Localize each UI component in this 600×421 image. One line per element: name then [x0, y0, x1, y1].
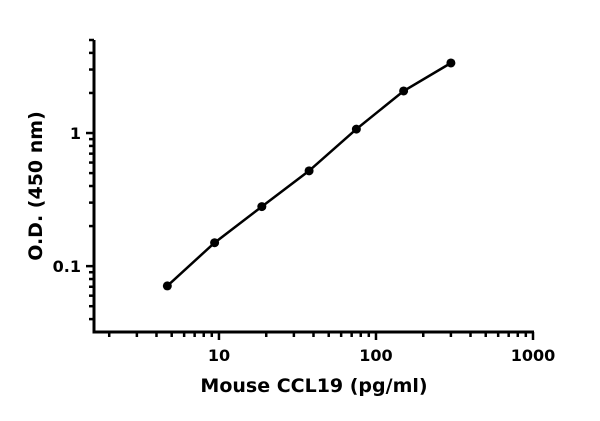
x-tick-label: 10: [208, 346, 230, 365]
axes: [86, 38, 535, 340]
data-point: [162, 281, 172, 291]
data-point: [210, 238, 220, 248]
data-point: [446, 58, 456, 68]
data-points: [162, 58, 456, 291]
data-point: [399, 86, 409, 96]
y-tick-label: 1: [70, 124, 81, 143]
x-tick-labels: 10 100 1000: [208, 346, 555, 365]
y-axis-title: O.D. (450 nm): [25, 111, 47, 261]
x-tick-label: 1000: [511, 346, 556, 365]
x-tick-label: 100: [359, 346, 392, 365]
y-tick-label: 0.1: [53, 257, 81, 276]
y-tick-labels: 0.11: [53, 124, 81, 276]
data-point: [304, 166, 314, 176]
x-axis-title: Mouse CCL19 (pg/ml): [200, 375, 427, 397]
data-point: [257, 202, 267, 212]
data-point: [351, 124, 361, 134]
